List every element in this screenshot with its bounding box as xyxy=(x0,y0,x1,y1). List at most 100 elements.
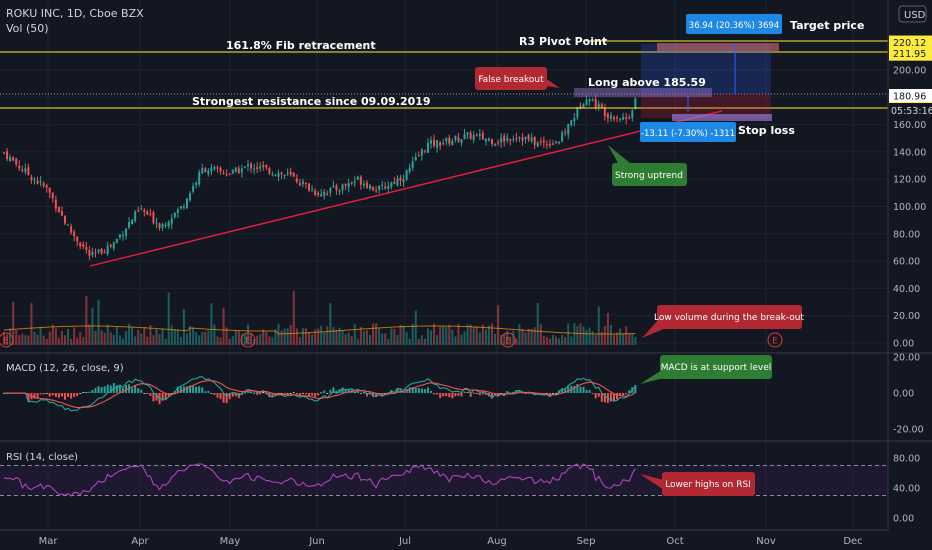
y-tick-label: 80.00 xyxy=(893,229,920,240)
volume-bar xyxy=(426,328,429,345)
volume-bar xyxy=(430,330,432,345)
candle-body xyxy=(536,142,539,147)
volume-bar xyxy=(423,338,426,345)
target-zone xyxy=(641,44,771,94)
candle-body xyxy=(170,218,173,224)
rsi-y-tick-label: 40.00 xyxy=(893,484,920,495)
candle-body xyxy=(225,174,228,176)
volume-bar xyxy=(347,332,350,345)
macd-histogram-bar xyxy=(198,386,201,393)
candle-body xyxy=(268,168,271,174)
candle-body xyxy=(207,170,210,175)
volume-bar xyxy=(384,333,387,345)
volume-bar xyxy=(573,323,576,345)
macd-histogram-bar xyxy=(265,393,268,395)
macd-histogram-bar xyxy=(134,385,137,393)
volume-bar xyxy=(97,299,100,345)
candle-body xyxy=(283,174,286,176)
volume-bar xyxy=(140,333,143,345)
macd-histogram-bar xyxy=(213,393,216,395)
volume-bar xyxy=(45,338,48,345)
candle-body xyxy=(533,136,536,145)
macd-histogram-bar xyxy=(192,385,195,393)
candle-body xyxy=(417,155,420,157)
macd-histogram-bar xyxy=(73,393,76,397)
earnings-marker-label: E xyxy=(505,337,511,347)
candle-body xyxy=(308,183,310,191)
volume-bar xyxy=(15,330,18,345)
macd-histogram-bar xyxy=(216,393,219,398)
volume-bar xyxy=(149,325,152,345)
volume-bar xyxy=(350,336,353,345)
candle-body xyxy=(125,229,127,236)
volume-bar xyxy=(414,310,417,345)
x-tick-label: Jun xyxy=(308,536,325,547)
candle-body xyxy=(94,252,97,254)
candle-body xyxy=(231,169,234,174)
macd-histogram-bar xyxy=(283,393,286,396)
macd-histogram-bar xyxy=(609,393,612,402)
candle-body xyxy=(121,234,124,237)
candle-body xyxy=(27,167,30,176)
volume-bar xyxy=(27,335,30,345)
volume-bar xyxy=(576,325,579,345)
candle-body xyxy=(558,141,561,144)
macd-histogram-bar xyxy=(234,393,237,397)
candle-body xyxy=(530,137,533,142)
macd-histogram-bar xyxy=(186,386,188,393)
volume-bar xyxy=(359,326,362,345)
volume-bar xyxy=(469,324,472,345)
candle-body xyxy=(247,164,249,167)
volume-bar xyxy=(268,336,271,345)
macd-histogram-bar xyxy=(372,393,375,397)
volume-bar xyxy=(606,312,609,345)
macd-histogram-bar xyxy=(250,392,253,394)
volume-bar xyxy=(417,338,420,345)
macd-histogram-bar xyxy=(170,393,173,394)
volume-bar xyxy=(234,329,237,345)
macd-histogram-bar xyxy=(402,391,405,393)
candle-body xyxy=(311,189,314,191)
macd-histogram-bar xyxy=(280,393,283,394)
price-badge xyxy=(889,88,932,103)
macd-y-tick-label: -20.00 xyxy=(893,425,924,436)
volume-bar xyxy=(591,331,594,345)
volume-bar xyxy=(253,338,256,345)
volume-bar xyxy=(619,328,622,345)
macd-histogram-bar xyxy=(417,388,420,393)
candle-body xyxy=(359,176,362,185)
stop-label: Stop loss xyxy=(738,124,795,137)
macd-histogram-bar xyxy=(228,393,231,400)
macd-histogram-bar xyxy=(85,392,88,393)
macd-histogram-bar xyxy=(591,393,594,395)
x-tick-label: Oct xyxy=(666,536,683,547)
stop-box-text: -13.11 (-7.30%) -1311 xyxy=(641,129,735,139)
macd-histogram-bar xyxy=(475,393,478,394)
macd-y-tick-label: 20.00 xyxy=(893,353,920,364)
volume-bar xyxy=(60,331,63,345)
volume-bar xyxy=(237,331,240,345)
volume-bar xyxy=(542,335,545,345)
volume-bar xyxy=(48,331,51,345)
macd-histogram-bar xyxy=(179,386,182,393)
volume-bar xyxy=(94,330,97,345)
candle-body xyxy=(466,132,469,135)
volume-bar xyxy=(527,328,530,345)
currency-button[interactable] xyxy=(898,5,927,23)
macd-histogram-bar xyxy=(408,387,411,393)
volume-bar xyxy=(491,323,493,345)
strong-uptrend-text: Strong uptrend xyxy=(615,171,683,181)
volume-bar xyxy=(381,333,384,345)
volume-bar xyxy=(558,338,561,345)
rsi-callout: Lower highs on RSI xyxy=(640,472,755,496)
volume-bar xyxy=(225,327,228,345)
candle-body xyxy=(57,207,60,213)
candle-body xyxy=(182,206,185,208)
macd-histogram-bar xyxy=(298,393,301,395)
volume-bar xyxy=(622,333,625,345)
candle-body xyxy=(399,177,402,181)
volume-bar xyxy=(112,334,115,345)
volume-bar xyxy=(85,295,88,345)
macd-histogram-bar xyxy=(613,393,615,402)
